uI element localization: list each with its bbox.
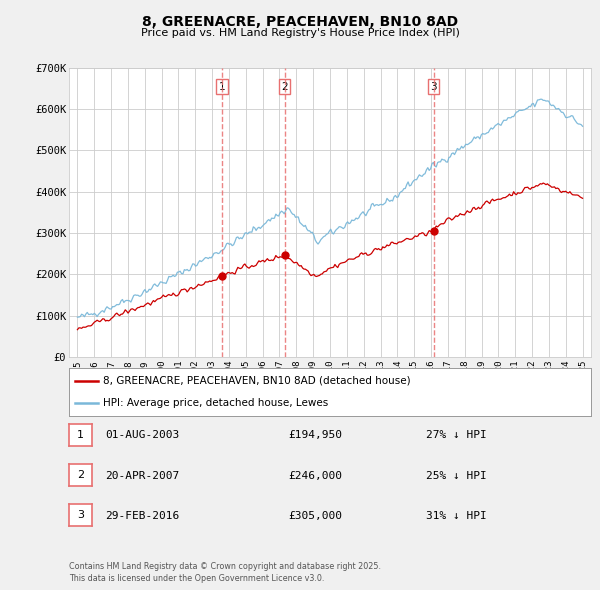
Text: £246,000: £246,000 bbox=[288, 471, 342, 480]
Text: 27% ↓ HPI: 27% ↓ HPI bbox=[426, 431, 487, 440]
Text: 2: 2 bbox=[281, 81, 288, 91]
Text: 8, GREENACRE, PEACEHAVEN, BN10 8AD (detached house): 8, GREENACRE, PEACEHAVEN, BN10 8AD (deta… bbox=[103, 376, 410, 386]
Text: 3: 3 bbox=[430, 81, 437, 91]
Text: Contains HM Land Registry data © Crown copyright and database right 2025.
This d: Contains HM Land Registry data © Crown c… bbox=[69, 562, 381, 583]
Text: 29-FEB-2016: 29-FEB-2016 bbox=[105, 511, 179, 520]
Text: HPI: Average price, detached house, Lewes: HPI: Average price, detached house, Lewe… bbox=[103, 398, 328, 408]
Text: 31% ↓ HPI: 31% ↓ HPI bbox=[426, 511, 487, 520]
Text: £305,000: £305,000 bbox=[288, 511, 342, 520]
Text: 1: 1 bbox=[218, 81, 225, 91]
Text: 20-APR-2007: 20-APR-2007 bbox=[105, 471, 179, 480]
Text: £194,950: £194,950 bbox=[288, 431, 342, 440]
Text: 3: 3 bbox=[77, 510, 84, 520]
Text: 1: 1 bbox=[77, 430, 84, 440]
Text: 25% ↓ HPI: 25% ↓ HPI bbox=[426, 471, 487, 480]
Text: 2: 2 bbox=[77, 470, 84, 480]
Text: Price paid vs. HM Land Registry's House Price Index (HPI): Price paid vs. HM Land Registry's House … bbox=[140, 28, 460, 38]
Text: 8, GREENACRE, PEACEHAVEN, BN10 8AD: 8, GREENACRE, PEACEHAVEN, BN10 8AD bbox=[142, 15, 458, 29]
Text: 01-AUG-2003: 01-AUG-2003 bbox=[105, 431, 179, 440]
